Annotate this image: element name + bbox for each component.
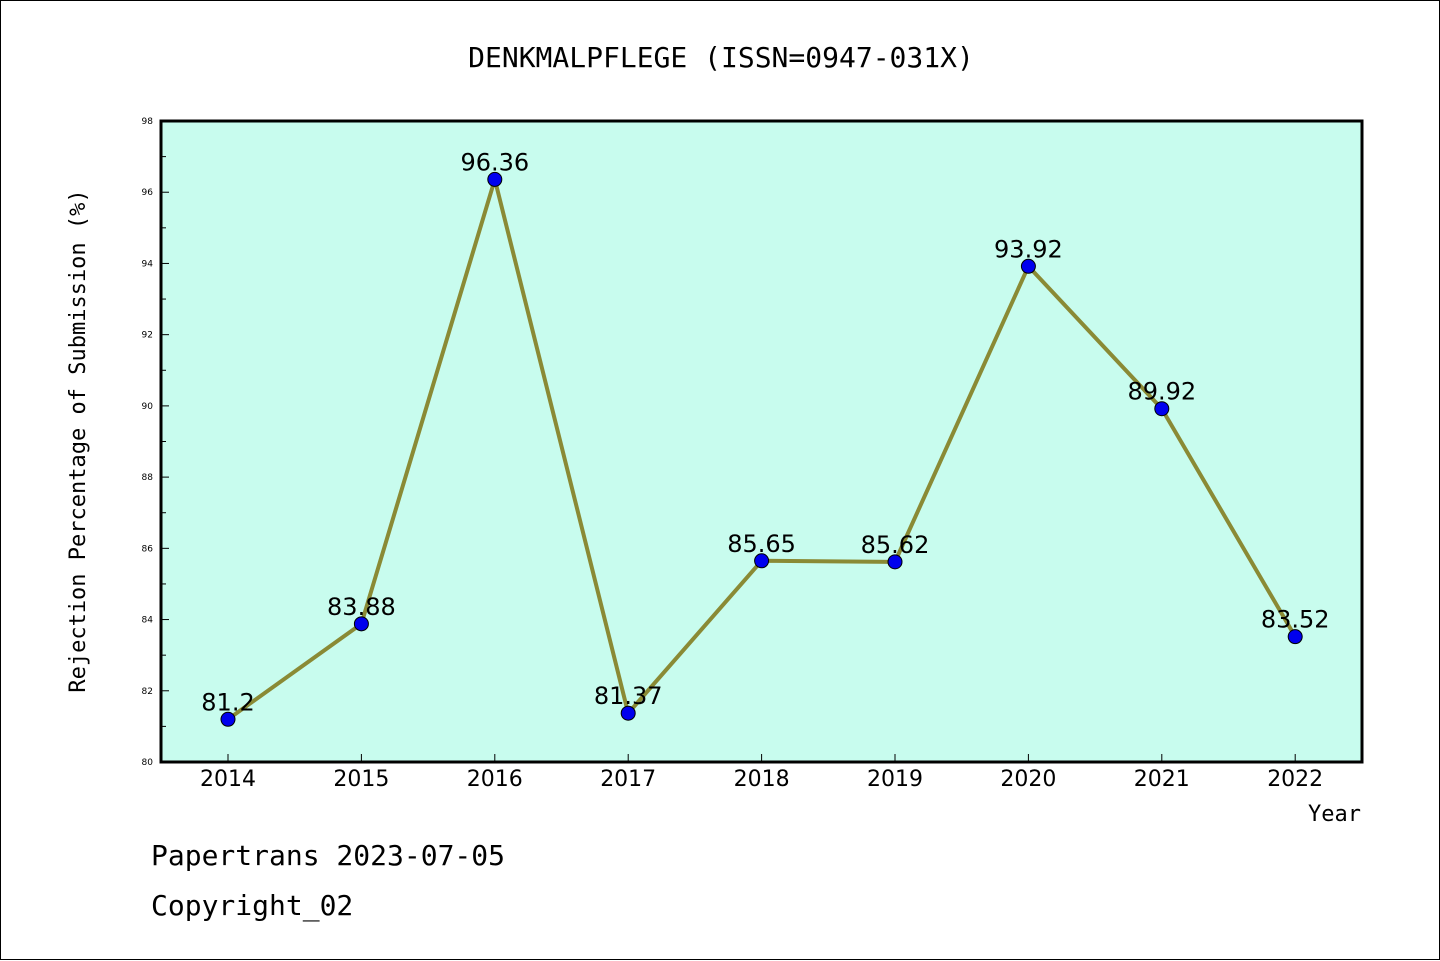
x-tick-label: 2016 [467, 767, 523, 792]
data-label: 81.2 [201, 688, 254, 716]
y-axis: 80 82 84 86 88 90 92 94 96 98 [142, 117, 169, 768]
x-tick-label: 2020 [1000, 767, 1056, 792]
x-tick-label: 2015 [333, 767, 389, 792]
y-tick-label: 86 [142, 544, 154, 554]
data-point [1154, 401, 1170, 417]
x-axis: 2014 2015 2016 2017 2018 2019 2020 2021 2022 [200, 754, 1323, 792]
x-tick-label: 2018 [734, 767, 790, 792]
data-point [620, 705, 636, 721]
series-line [220, 171, 1303, 727]
y-tick-label: 88 [142, 473, 154, 483]
chart-title: DENKMALPFLEGE (ISSN=0947-031X) [468, 41, 974, 74]
x-tick-label: 2017 [600, 767, 656, 792]
y-tick-label: 80 [142, 758, 154, 768]
data-label: 89.92 [1127, 378, 1196, 406]
data-point [487, 171, 503, 187]
data-label: 83.52 [1261, 606, 1330, 634]
data-point [754, 553, 770, 569]
y-tick-label: 96 [142, 188, 154, 198]
footer-line-1: Papertrans 2023-07-05 [151, 839, 505, 872]
data-point [887, 554, 903, 570]
data-labels: 81.2 83.88 96.36 81.37 85.65 85.62 93.92 89.92 8… [201, 148, 1329, 716]
footer-line-2: Copyright_02 [151, 889, 353, 923]
y-tick-label: 82 [142, 687, 153, 697]
x-tick-label: 2021 [1134, 767, 1190, 792]
y-tick-label: 98 [142, 117, 154, 127]
y-tick-label: 94 [142, 259, 154, 269]
data-point [220, 711, 236, 727]
data-label: 93.92 [994, 235, 1063, 263]
data-label: 81.37 [594, 682, 663, 710]
y-tick-label: 84 [142, 616, 154, 626]
x-tick-label: 2022 [1267, 767, 1323, 792]
data-point [1020, 258, 1036, 274]
data-point [353, 616, 369, 632]
x-axis-label: Year [1308, 802, 1361, 827]
x-tick-label: 2019 [867, 767, 923, 792]
data-label: 83.88 [327, 593, 396, 621]
y-axis-label: Rejection Percentage of Submission (%) [66, 189, 91, 692]
data-label: 85.65 [727, 530, 796, 558]
x-tick-label: 2014 [200, 767, 256, 792]
plot-area [159, 119, 1364, 764]
data-point [1287, 629, 1303, 645]
data-label: 96.36 [460, 148, 529, 176]
y-tick-label: 90 [142, 402, 154, 412]
data-label: 85.62 [861, 531, 930, 559]
y-tick-label: 92 [142, 331, 153, 341]
